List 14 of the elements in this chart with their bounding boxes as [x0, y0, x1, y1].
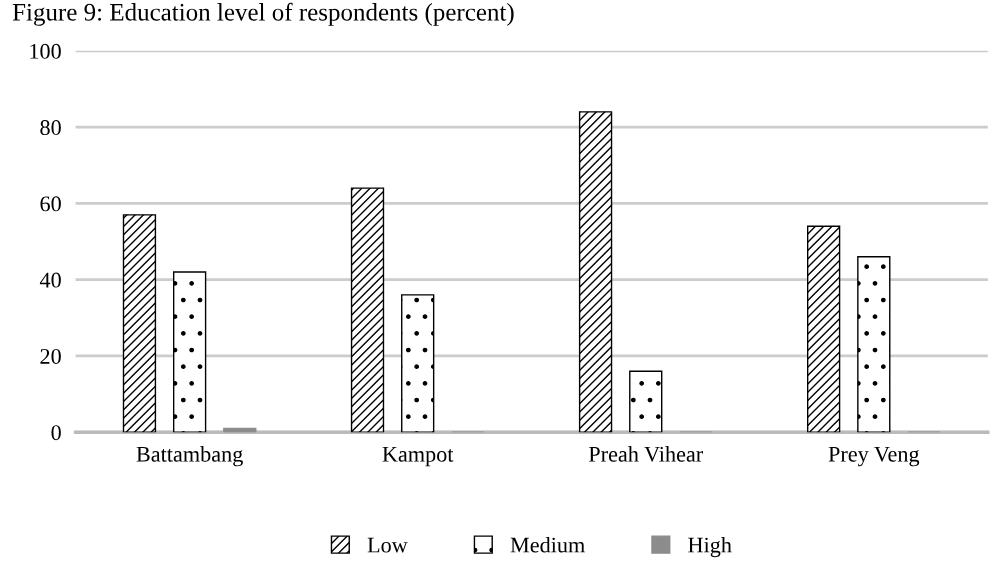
y-tick-label: 20 — [40, 348, 61, 364]
legend-label: Low — [367, 537, 408, 553]
y-tick-label: 60 — [40, 196, 61, 212]
x-tick-label: Kampot — [382, 446, 454, 467]
x-tick-label: Battambang — [136, 446, 243, 467]
legend-label: High — [688, 536, 732, 558]
chart-title: Figure 9: Education level of respondents (percent) — [12, 2, 514, 26]
x-tick-label: Preah Vihear — [588, 446, 703, 462]
y-tick-label: 40 — [39, 272, 61, 288]
y-tick-label: 100 — [30, 43, 61, 59]
legend-label: Medium — [510, 536, 585, 553]
y-tick-label: 0 — [51, 425, 61, 441]
x-tick-label: Prey Veng — [828, 446, 920, 467]
y-tick-label: 80 — [40, 120, 61, 136]
